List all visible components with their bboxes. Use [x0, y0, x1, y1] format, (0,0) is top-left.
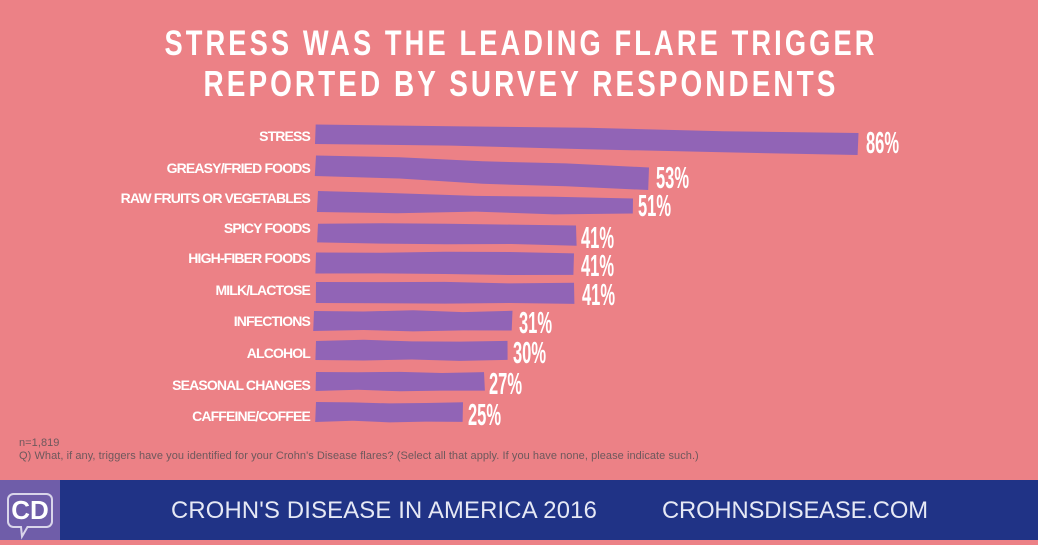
svg-text:CD: CD — [11, 495, 49, 525]
